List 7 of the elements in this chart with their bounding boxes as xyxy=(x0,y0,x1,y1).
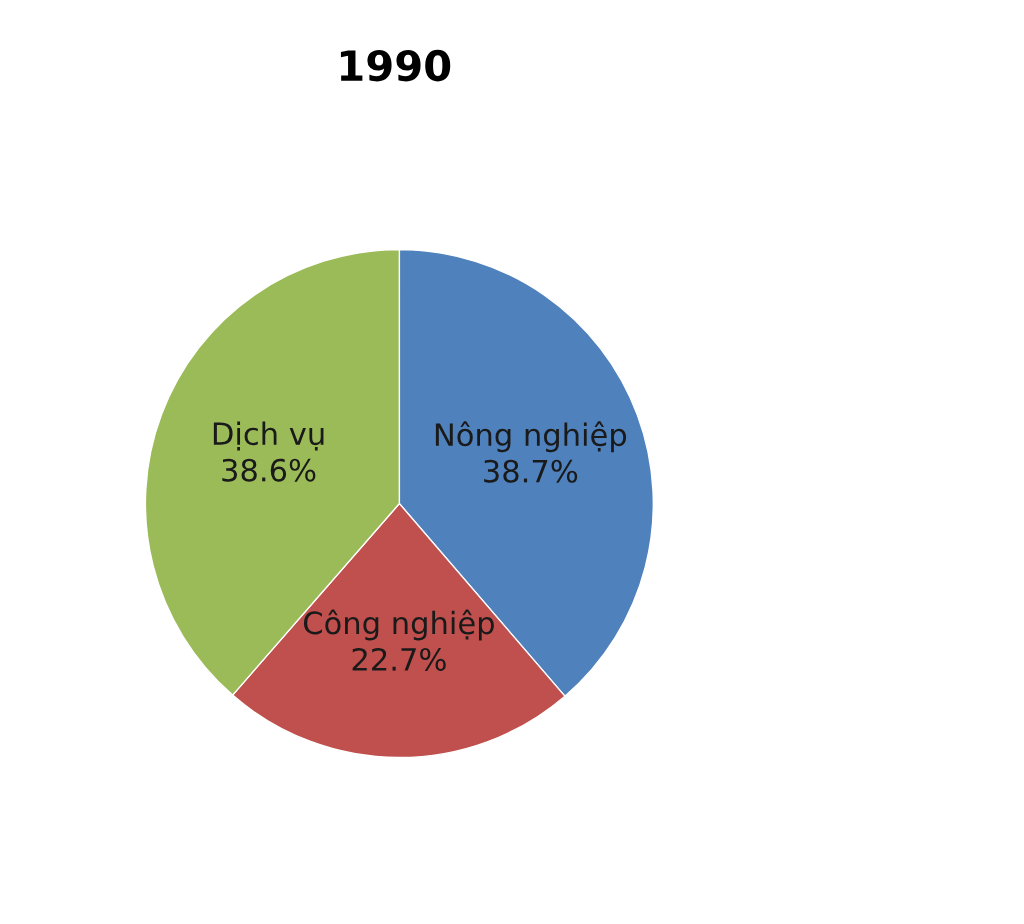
data-label: 38.7% xyxy=(484,459,578,483)
slice-label: Nông nghiệp xyxy=(435,421,627,453)
data-label: 38.6% xyxy=(222,458,316,482)
data-label: 22.7% xyxy=(352,647,446,671)
slice-label: Công nghiệp xyxy=(303,609,494,641)
chart-title: 1990 xyxy=(340,49,451,82)
slice-label: Dịch vụ xyxy=(213,421,324,451)
